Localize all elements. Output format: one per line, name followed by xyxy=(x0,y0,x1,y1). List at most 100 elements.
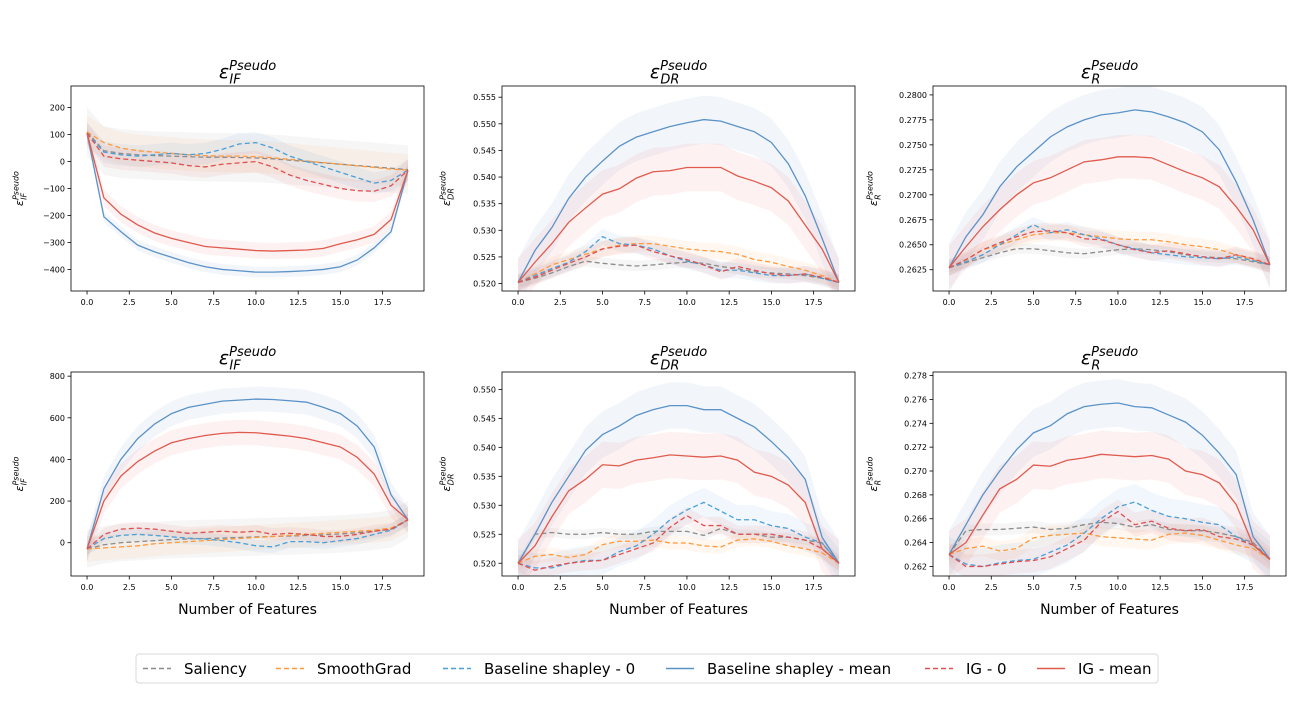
y-tick-label: 0.2675 xyxy=(899,216,927,225)
y-axis-label: εPseudoDR xyxy=(438,456,455,491)
band-saliency xyxy=(518,255,839,288)
series-line-ig---mean xyxy=(948,156,1271,269)
y-tick-label: 600 xyxy=(50,414,65,423)
x-tick-label: 12.5 xyxy=(289,298,307,307)
axes-frame xyxy=(932,371,1287,577)
x-tick-label: 12.5 xyxy=(289,583,307,592)
x-tick-label: 0.0 xyxy=(81,583,94,592)
series-line-saliency xyxy=(517,527,840,564)
series-line-smoothgrad xyxy=(517,538,840,564)
x-tick-label: 5.0 xyxy=(165,583,178,592)
subplot-title: εPseudo DR xyxy=(650,59,707,88)
y-tick-label: −300 xyxy=(43,238,65,247)
series-line-baseline-shapley---0 xyxy=(86,132,409,184)
x-tick-label: 17.5 xyxy=(805,583,823,592)
y-axis-label-subscript: IF xyxy=(19,192,28,199)
x-tick-label: 12.5 xyxy=(720,583,738,592)
band-smoothgrad xyxy=(518,235,839,291)
svg-text:εPseudoIF: εPseudoIF xyxy=(219,59,276,88)
plot-area xyxy=(86,107,409,278)
y-axis-label-subscript: DR xyxy=(446,474,455,486)
band-ig---mean xyxy=(949,430,1270,576)
y-tick-label: 0.2800 xyxy=(899,91,927,100)
x-tick-label: 5.0 xyxy=(1027,583,1040,592)
y-axis-label: εPseudoR xyxy=(865,171,882,206)
y-tick-label: 0.530 xyxy=(473,226,496,235)
subplot-2: 0.0 2.5 5.0 7.5 10.0 12.5 15.0 17.50.5550.5500.… xyxy=(438,59,856,307)
y-axis-label-symbol: ε xyxy=(867,485,880,491)
series-line-ig---mean xyxy=(517,166,840,283)
x-tick-label: 15.0 xyxy=(331,298,349,307)
subplot-title-symbol: ε xyxy=(1081,347,1091,369)
x-tick-label: 7.5 xyxy=(638,298,651,307)
subplot-grid: 0.0 2.5 5.0 7.5 10.0 12.5 15.0 17.5 200 100 0 −100 −… xyxy=(11,59,1287,618)
series-line-smoothgrad xyxy=(517,242,840,284)
series-line-ig---mean xyxy=(517,454,840,564)
y-tick-label: 0.550 xyxy=(473,120,496,129)
x-tick-label: 10.0 xyxy=(247,583,265,592)
x-tick-label: 15.0 xyxy=(1193,583,1211,592)
y-axis-label-subscript: R xyxy=(873,480,882,486)
svg-text:εPseudoR: εPseudoR xyxy=(1081,345,1138,374)
y-tick-label: 0.2650 xyxy=(899,241,927,250)
band-baseline-shapley---0 xyxy=(518,228,839,291)
x-tick-label: 5.0 xyxy=(165,298,178,307)
y-tick-label: 0.276 xyxy=(904,395,927,404)
series-line-smoothgrad xyxy=(948,232,1271,269)
subplot-4: 0.0 2.5 5.0 7.5 10.0 12.5 15.0 17.5 800 600 400 200… xyxy=(11,345,425,618)
y-tick-label: 0.272 xyxy=(904,443,927,452)
series-line-ig---mean xyxy=(86,133,409,252)
legend-label: IG - mean xyxy=(1078,660,1152,678)
x-axis: 0.0 2.5 5.0 7.5 10.0 12.5 15.0 17.5 xyxy=(943,291,1254,307)
y-tick-label: 0 xyxy=(60,158,65,167)
subplot-3: 0.0 2.5 5.0 7.5 10.0 12.5 15.0 17.5 0.2800 0.2775… xyxy=(865,59,1287,307)
x-tick-label: 2.5 xyxy=(554,583,567,592)
subplot-title: εPseudo IF xyxy=(219,59,276,88)
y-axis-label-superscript: Pseudo xyxy=(438,456,447,485)
y-axis: 800 600 400 200 0 xyxy=(50,372,71,548)
band-baseline-shapley---0 xyxy=(87,513,408,556)
series-line-ig---mean xyxy=(948,453,1271,560)
y-axis-label-superscript: Pseudo xyxy=(11,456,20,485)
y-tick-label: 0.2725 xyxy=(899,166,927,175)
y-tick-label: 0.2625 xyxy=(899,266,927,275)
y-tick-label: 0.525 xyxy=(473,530,496,539)
subplot-1: 0.0 2.5 5.0 7.5 10.0 12.5 15.0 17.5 200 100 0 −100 −… xyxy=(11,59,425,307)
band-baseline-shapley---mean xyxy=(949,379,1270,576)
x-tick-label: 15.0 xyxy=(331,583,349,592)
y-axis-label: εPseudoDR xyxy=(438,171,455,206)
y-tick-label: 0.266 xyxy=(904,515,927,524)
x-tick-label: 5.0 xyxy=(596,298,609,307)
band-saliency xyxy=(87,501,408,568)
series-line-baseline-shapley---0 xyxy=(517,501,840,569)
y-axis-label: εPseudoIF xyxy=(11,456,28,491)
y-tick-label: 0.535 xyxy=(473,200,496,209)
y-tick-label: 0.274 xyxy=(904,419,927,428)
y-tick-label: 800 xyxy=(50,372,65,381)
svg-text:εPseudoR: εPseudoR xyxy=(865,456,882,491)
x-tick-label: 5.0 xyxy=(596,583,609,592)
y-axis-label-superscript: Pseudo xyxy=(865,171,874,200)
subplot-title-subscript: DR xyxy=(660,359,679,374)
series-line-smoothgrad xyxy=(87,519,409,550)
y-axis-label-superscript: Pseudo xyxy=(11,171,20,200)
band-ig---0 xyxy=(949,222,1270,276)
legend-label: IG - 0 xyxy=(966,660,1007,678)
series-line-baseline-shapley---mean xyxy=(86,133,409,273)
series-line-ig---0 xyxy=(517,244,840,284)
y-axis-label-subscript: R xyxy=(873,194,882,200)
y-axis-label-symbol: ε xyxy=(13,200,26,206)
legend-item: IG - mean xyxy=(1037,660,1152,678)
y-tick-label: 0 xyxy=(60,539,65,548)
series-line-saliency xyxy=(948,521,1271,560)
y-axis-label-superscript: Pseudo xyxy=(865,456,874,485)
band-saliency xyxy=(949,243,1270,273)
y-tick-label: 0.2700 xyxy=(899,191,927,200)
x-tick-label: 10.0 xyxy=(1109,298,1127,307)
series-line-baseline-shapley---mean xyxy=(948,109,1271,269)
y-tick-label: 0.555 xyxy=(473,93,496,102)
x-tick-label: 7.5 xyxy=(1069,583,1082,592)
x-tick-label: 12.5 xyxy=(1151,583,1169,592)
x-tick-label: 2.5 xyxy=(123,583,136,592)
